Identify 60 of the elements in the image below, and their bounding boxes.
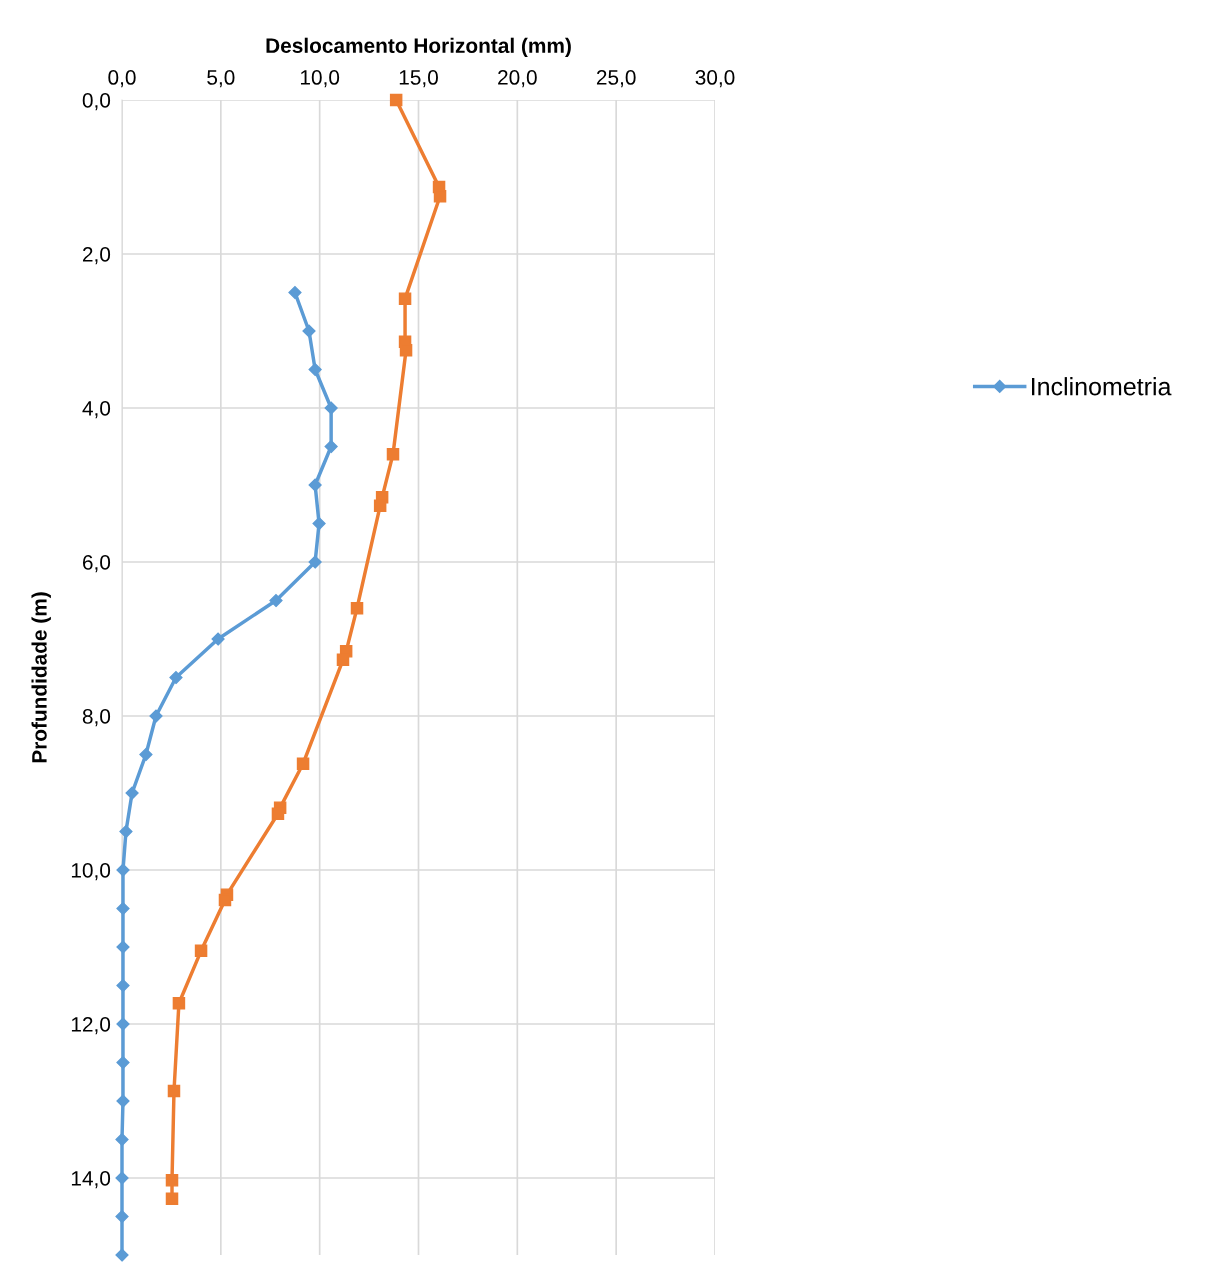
- point: [116, 1055, 130, 1070]
- point: [271, 807, 285, 821]
- point: [116, 863, 130, 877]
- point: [336, 653, 350, 667]
- point: [167, 1084, 181, 1098]
- point: [115, 1171, 129, 1185]
- point: [373, 499, 387, 513]
- point: [116, 940, 130, 954]
- y-tick-label: 10,0: [71, 863, 111, 881]
- point: [211, 632, 225, 646]
- point: [115, 1209, 129, 1224]
- point: [115, 1248, 129, 1262]
- y-tick-label: 14,0: [71, 1171, 111, 1189]
- point: [308, 362, 322, 377]
- x-tick-label: 30,0: [695, 70, 735, 88]
- point: [324, 439, 338, 454]
- point: [399, 343, 413, 357]
- point: [115, 1132, 129, 1147]
- point: [116, 978, 130, 993]
- point: [169, 670, 183, 685]
- point: [172, 996, 186, 1010]
- y-tick-label: 4,0: [82, 401, 111, 419]
- point: [125, 786, 139, 800]
- point: [324, 401, 338, 415]
- point: [288, 285, 302, 300]
- point: [350, 601, 364, 615]
- point: [218, 893, 232, 907]
- x-tick-label: 25,0: [596, 70, 636, 88]
- x-tick-label: 15,0: [399, 70, 438, 88]
- point: [139, 747, 153, 762]
- point: [398, 292, 412, 305]
- x-axis-title: Deslocamento Horizontal (mm): [266, 37, 571, 58]
- legend-label: Inclinometria: [1032, 377, 1172, 396]
- x-tick-label: 0,0: [108, 70, 136, 88]
- y-tick-label: 12,0: [71, 1017, 111, 1035]
- point: [116, 1017, 130, 1031]
- point: [116, 901, 130, 916]
- point: [116, 1094, 130, 1108]
- point: [308, 555, 322, 569]
- y-tick-label: 8,0: [82, 709, 111, 727]
- x-tick-label: 20,0: [498, 70, 537, 88]
- x-tick-label: 10,0: [300, 70, 340, 88]
- point: [386, 447, 400, 461]
- point: [165, 1192, 179, 1206]
- point: [194, 944, 208, 958]
- point: [165, 1174, 179, 1187]
- point: [308, 478, 322, 492]
- y-tick-label: 0,0: [82, 93, 111, 111]
- point: [389, 93, 403, 107]
- point: [269, 593, 283, 608]
- x-tick-label: 5,0: [207, 70, 235, 88]
- point: [312, 516, 326, 531]
- point: [119, 824, 133, 839]
- point: [302, 324, 316, 338]
- y-axis-title: Profundidade (m): [31, 592, 51, 763]
- point: [149, 709, 163, 723]
- point: [433, 189, 447, 203]
- y-tick-label: 6,0: [82, 555, 111, 573]
- point: [296, 757, 310, 770]
- y-tick-label: 2,0: [82, 247, 111, 265]
